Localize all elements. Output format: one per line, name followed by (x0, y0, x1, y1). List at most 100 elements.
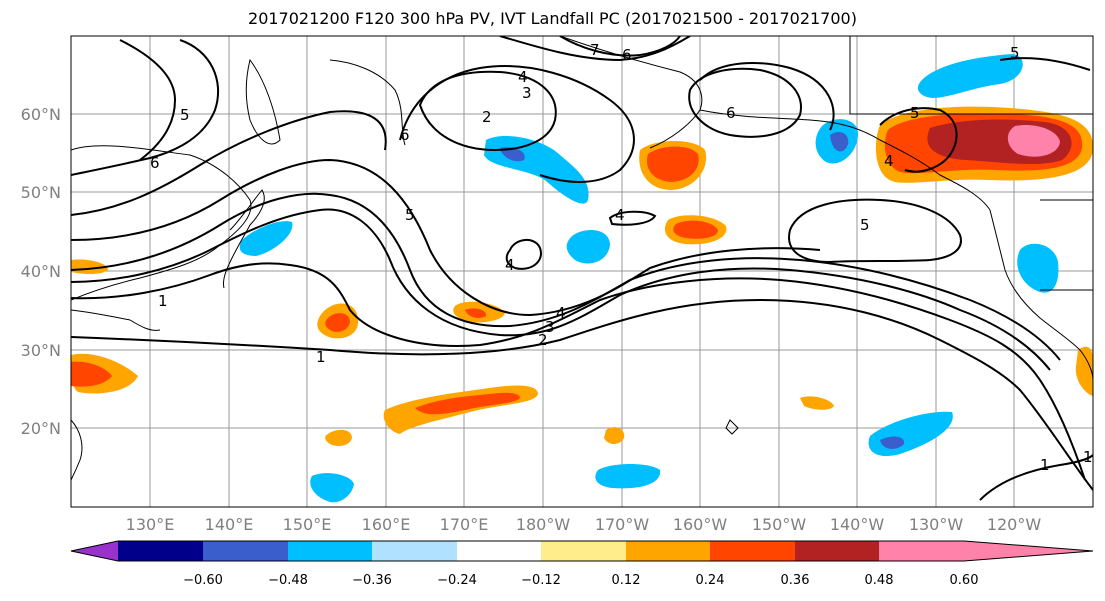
contour-label: 1 (1040, 456, 1050, 474)
colorbar-low-extension (71, 541, 118, 561)
coast-alaska-west (559, 36, 703, 149)
coast-alaska-south (699, 109, 991, 211)
shade-gulf-negative-core (830, 131, 849, 152)
shade-west-positive-1-core (325, 313, 350, 332)
contour-4-northeast (999, 57, 1091, 71)
colorbar-swatch (203, 541, 288, 561)
contour-label: 5 (910, 104, 920, 122)
shade-west-coast-negative (1017, 243, 1059, 293)
shade-subtropical-positive-core (415, 392, 520, 415)
contour-5-northwest (71, 39, 220, 176)
shade-japan-negative (239, 221, 293, 256)
colorbar: −0.60 −0.48 −0.36 −0.24 −0.12 0.12 0.24 … (70, 540, 1094, 588)
colorbar-swatch (626, 541, 710, 561)
contour-6-north (559, 36, 681, 57)
shade-mexico-positive (1075, 346, 1093, 396)
contour-label: 6 (622, 46, 632, 64)
lon-label: 140°E (205, 515, 254, 534)
contour-label: 4 (884, 152, 894, 170)
lat-label: 60°N (21, 105, 61, 124)
lon-label: 140°W (830, 515, 885, 534)
colorbar-tick-label: 0.36 (781, 573, 810, 588)
latitude-labels: 60°N 50°N 40°N 30°N 20°N (21, 105, 61, 438)
shade-south-negative-1 (595, 464, 661, 489)
coast-hawaii (725, 419, 739, 435)
contour-label: 4 (518, 68, 528, 86)
contour-1-southeast (979, 454, 1093, 501)
contour-4-small (505, 239, 542, 270)
lon-label: 150°W (752, 515, 807, 534)
contour-label: 3 (522, 84, 532, 102)
shade-asia-positive-core (71, 361, 112, 387)
contour-label: 1 (158, 292, 168, 310)
contour-label: 3 (545, 318, 555, 336)
colorbar-swatch (372, 541, 457, 561)
coast-korea-china (71, 309, 161, 331)
lon-label: 160°W (673, 515, 728, 534)
lon-label: 160°E (362, 515, 411, 534)
colorbar-tick-label: −0.12 (521, 573, 561, 588)
contour-4 (71, 192, 1061, 361)
colorbar-swatch (541, 541, 626, 561)
shade-small-positive-1 (325, 429, 352, 446)
map-frame (70, 35, 1094, 508)
contour-label: 1 (1083, 448, 1093, 466)
contour-label: 5 (405, 206, 415, 224)
colorbar-high-extension (964, 541, 1093, 561)
contour-5 (71, 158, 821, 317)
contour-label: 2 (482, 108, 492, 126)
lon-label: 170°W (595, 515, 650, 534)
colorbar-outline (70, 540, 1094, 562)
coast-japan (223, 189, 265, 289)
lat-label: 30°N (21, 341, 61, 360)
contour-4-mid (608, 210, 657, 226)
colorbar-tick-label: 0.12 (612, 573, 641, 588)
contour-2-low (418, 70, 557, 152)
contour-label: 2 (538, 331, 548, 349)
lon-label: 180°W (516, 515, 571, 534)
colorbar-swatch (879, 541, 964, 561)
colorbar-swatch (457, 541, 541, 561)
shade-small-positive-2 (604, 427, 625, 444)
colorbar-tick-label: 0.24 (696, 573, 725, 588)
longitude-labels: 130°E 140°E 150°E 160°E 170°E 180°W 170°… (126, 515, 1042, 534)
contour-label: 4 (505, 256, 515, 274)
lon-label: 120°W (987, 515, 1042, 534)
colorbar-swatch (710, 541, 795, 561)
border-canada-alaska (849, 36, 1093, 115)
contour-5-east (788, 198, 962, 264)
colorbar-tick-label: −0.36 (352, 573, 392, 588)
contour-1-south (71, 298, 1093, 491)
contour-5-alaska (699, 62, 835, 131)
contour-label: 7 (590, 41, 600, 59)
contour-label: 5 (180, 106, 190, 124)
shade-alaska-negative (917, 54, 1023, 98)
shade-central-negative-2 (566, 229, 610, 264)
contour-label: 4 (556, 304, 566, 322)
shade-central-negative-1-core (500, 147, 525, 162)
colorbar-swatch (118, 541, 203, 561)
lat-label: 50°N (21, 183, 61, 202)
contour-label: 1 (316, 348, 326, 366)
lat-label: 40°N (21, 262, 61, 281)
contour-3 (71, 208, 1051, 371)
contour-label: 6 (400, 126, 410, 144)
coast-kamchatka (245, 58, 281, 145)
colorbar-swatch (288, 541, 372, 561)
lon-label: 130°W (909, 515, 964, 534)
contour-label: 6 (150, 154, 160, 172)
lon-label: 170°E (440, 515, 489, 534)
pv-contours (71, 36, 1093, 501)
contour-6 (71, 110, 387, 216)
contour-4-gulf (879, 107, 958, 173)
contour-3-low (399, 65, 635, 183)
shade-south-negative-2 (310, 473, 354, 503)
contour-6-northwest (119, 39, 177, 161)
colorbar-tick-label: 0.48 (865, 573, 894, 588)
ivt-shading (71, 54, 1093, 503)
colorbar-tick-label: −0.24 (437, 573, 477, 588)
shade-hawaii-negative-core (880, 436, 905, 449)
contour-label: 4 (615, 206, 625, 224)
lon-label: 130°E (126, 515, 175, 534)
